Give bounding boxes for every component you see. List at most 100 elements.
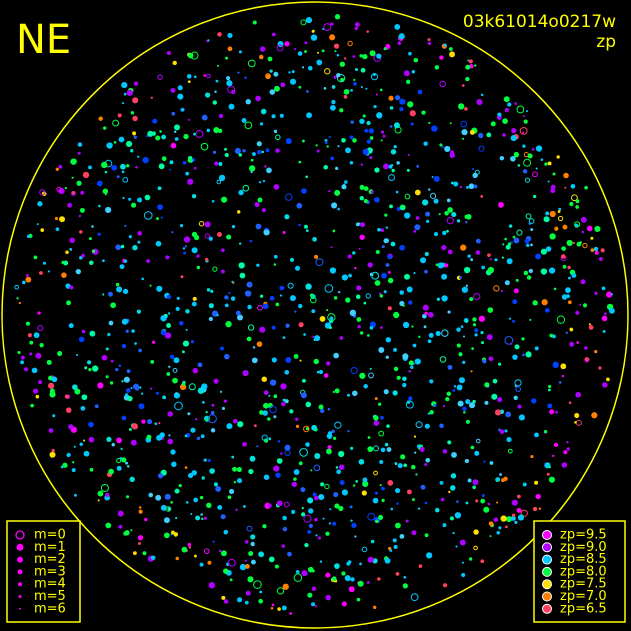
star xyxy=(71,191,75,195)
star xyxy=(502,133,506,137)
star xyxy=(428,312,434,318)
star xyxy=(367,262,373,268)
star xyxy=(68,424,74,430)
star xyxy=(221,406,226,411)
star xyxy=(125,140,133,148)
star xyxy=(218,162,223,167)
star xyxy=(29,340,34,345)
star xyxy=(564,186,567,189)
star xyxy=(284,214,290,220)
star xyxy=(395,190,399,194)
legend-symbol xyxy=(542,591,552,602)
star xyxy=(128,428,132,431)
star xyxy=(349,309,357,317)
star xyxy=(203,458,207,462)
star xyxy=(500,515,507,522)
star xyxy=(388,164,393,169)
star xyxy=(442,583,448,588)
star xyxy=(343,95,348,99)
star xyxy=(562,264,567,269)
star xyxy=(137,155,140,158)
star xyxy=(172,377,178,384)
star xyxy=(158,422,161,425)
star xyxy=(115,367,119,372)
star xyxy=(438,213,441,216)
star xyxy=(223,399,228,403)
star xyxy=(324,68,331,75)
star xyxy=(91,249,96,253)
star xyxy=(465,399,471,405)
star xyxy=(282,526,288,532)
star xyxy=(131,202,137,208)
star xyxy=(384,557,391,564)
star xyxy=(444,263,449,268)
star xyxy=(419,446,425,452)
star xyxy=(235,310,241,316)
star xyxy=(254,202,260,208)
star xyxy=(413,272,416,275)
star xyxy=(424,533,429,538)
star xyxy=(377,402,382,406)
star xyxy=(293,353,299,359)
star xyxy=(449,485,456,491)
star xyxy=(298,85,302,89)
star xyxy=(291,70,295,74)
star xyxy=(52,414,56,418)
star xyxy=(493,285,500,292)
star xyxy=(406,286,413,293)
star xyxy=(160,216,163,219)
magnitude-legend: m=0m=1m=2m=3m=4m=5m=6 xyxy=(15,528,66,616)
star xyxy=(167,312,171,315)
star xyxy=(258,551,265,558)
star xyxy=(341,489,348,496)
star xyxy=(211,199,215,203)
star xyxy=(238,50,242,54)
star xyxy=(402,304,405,307)
star xyxy=(135,386,140,391)
star xyxy=(128,235,132,239)
star xyxy=(390,241,396,247)
star xyxy=(344,180,348,184)
star xyxy=(65,407,72,413)
star xyxy=(498,526,502,530)
star xyxy=(572,241,576,245)
star xyxy=(544,308,550,313)
star xyxy=(160,330,167,336)
star xyxy=(459,185,463,189)
star xyxy=(96,180,103,187)
star xyxy=(196,254,200,258)
star xyxy=(135,165,138,169)
star xyxy=(138,509,143,514)
star xyxy=(380,228,385,233)
star xyxy=(331,99,336,105)
star xyxy=(460,244,467,251)
star xyxy=(569,327,574,332)
star xyxy=(357,325,361,329)
star xyxy=(313,254,319,259)
star xyxy=(460,325,464,329)
star xyxy=(185,309,190,314)
star xyxy=(369,326,374,330)
star xyxy=(195,418,198,421)
star xyxy=(483,460,486,463)
star xyxy=(396,502,399,505)
star xyxy=(347,393,350,397)
star xyxy=(584,185,588,190)
star xyxy=(326,145,329,148)
star xyxy=(271,603,275,607)
star xyxy=(224,353,230,360)
star xyxy=(237,597,243,603)
star xyxy=(417,89,423,95)
star xyxy=(79,442,84,447)
star xyxy=(225,56,229,60)
star xyxy=(187,158,193,163)
star xyxy=(534,480,539,485)
star xyxy=(374,167,380,173)
star xyxy=(35,352,42,359)
star xyxy=(274,564,279,569)
star xyxy=(470,445,475,450)
star xyxy=(192,296,197,301)
star xyxy=(83,450,90,457)
star xyxy=(481,493,485,498)
star xyxy=(396,375,401,380)
